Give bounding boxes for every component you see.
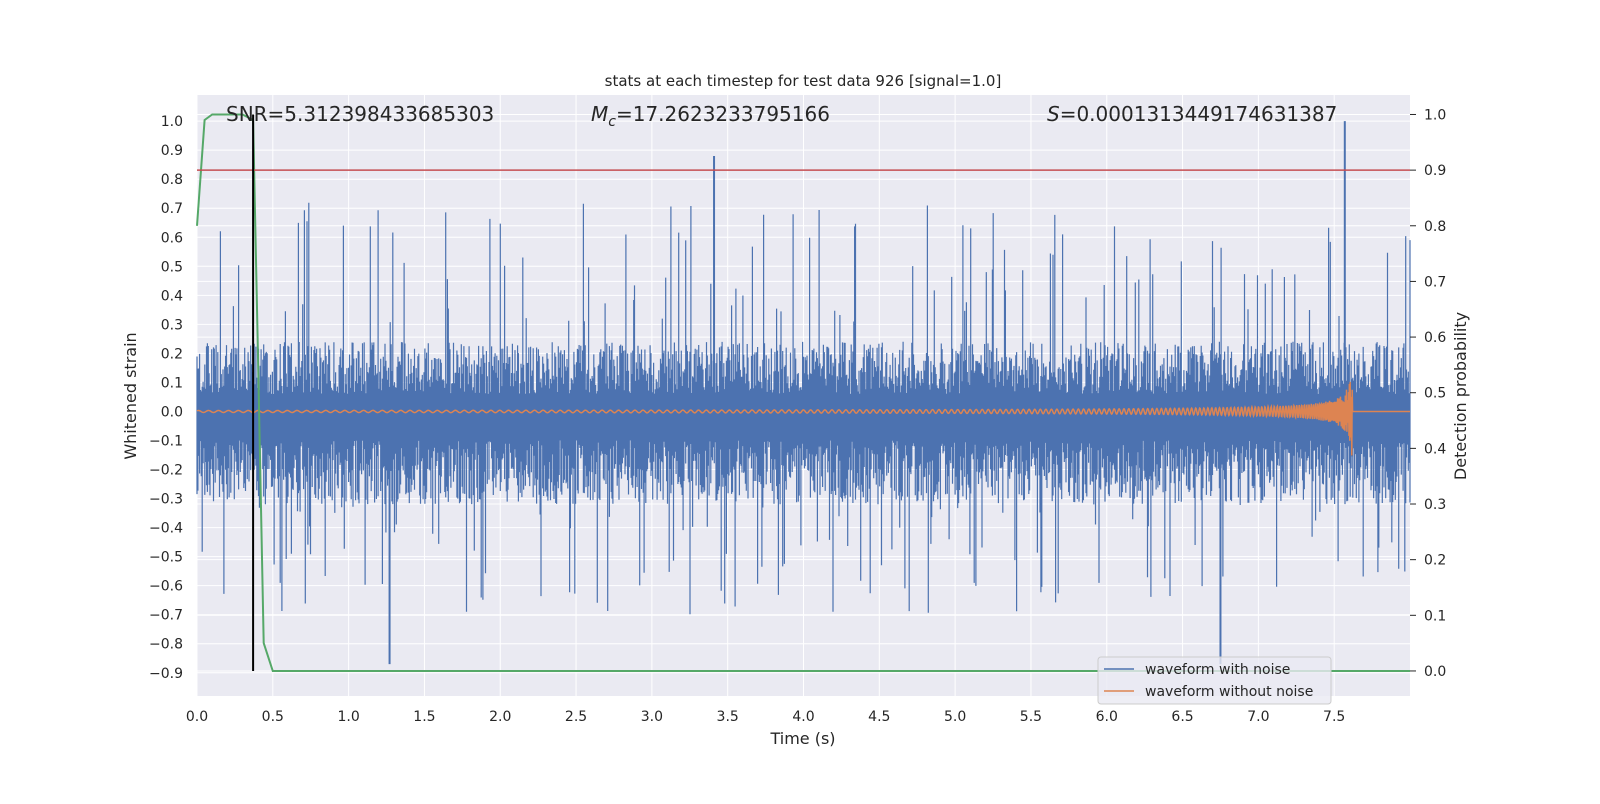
series-layer <box>196 113 1411 672</box>
y2-tick-label: 0.6 <box>1424 330 1446 346</box>
x-axis-label: Time (s) <box>769 729 835 748</box>
legend-label-clean: waveform without noise <box>1145 684 1313 700</box>
x-tick-label: 2.0 <box>489 709 511 725</box>
y2-tick-label: 1.0 <box>1424 107 1446 123</box>
mc-annotation: Mc=17.2623233795166 <box>591 102 830 130</box>
y-tick-label: −0.2 <box>149 463 183 479</box>
y-tick-label: −0.6 <box>149 579 183 595</box>
y-tick-label: 0.1 <box>161 375 183 391</box>
y-tick-label: −0.4 <box>149 521 183 537</box>
x-tick-label: 5.5 <box>1020 709 1042 725</box>
axes-layer: 0.0 0.5 1.0 1.5 2.0 2.5 3.0 3.5 4.0 4.5 5.0 5.5 6.0 6… <box>149 107 1446 725</box>
y-tick-label: 0.5 <box>161 259 183 275</box>
detection-probability-line <box>196 113 1410 672</box>
x-tick-label: 1.0 <box>337 709 359 725</box>
x-tick-label: 6.0 <box>1096 709 1118 725</box>
mc-symbol: M <box>591 102 608 126</box>
s-value: =0.0001313449174631387 <box>1060 102 1338 126</box>
y-tick-label: 0.6 <box>161 230 183 246</box>
y-tick-label: −0.9 <box>149 666 183 682</box>
y-tick-label: −0.7 <box>149 608 183 624</box>
y-tick-label: −0.5 <box>149 550 183 566</box>
mc-subscript: c <box>608 114 616 130</box>
x-tick-label: 4.0 <box>792 709 814 725</box>
y-tick-label: −0.8 <box>149 637 183 653</box>
y-tick-label: 0.3 <box>161 317 183 333</box>
x-tick-label: 7.0 <box>1247 709 1269 725</box>
y2-tick-label: 0.7 <box>1424 274 1446 290</box>
x-tick-label: 6.5 <box>1171 709 1193 725</box>
x-tick-label: 3.0 <box>641 709 663 725</box>
y-tick-label: 0.8 <box>161 172 183 188</box>
y-tick-label: −0.3 <box>149 492 183 508</box>
x-tick-label: 5.0 <box>944 709 966 725</box>
y2-tick-label: 0.3 <box>1424 497 1446 513</box>
y-tick-label: 0.0 <box>161 404 183 420</box>
y2-tick-label: 0.4 <box>1424 441 1446 457</box>
snr-annotation: SNR=5.312398433685303 <box>226 102 494 126</box>
y2-tick-label: 0.1 <box>1424 608 1446 624</box>
y-tick-label: −0.1 <box>149 434 183 450</box>
y-tick-label: 0.2 <box>161 346 183 362</box>
s-annotation: S=0.0001313449174631387 <box>1047 102 1337 126</box>
x-tick-label: 4.5 <box>868 709 890 725</box>
s-symbol: S <box>1047 102 1060 126</box>
mc-value: =17.2623233795166 <box>616 102 830 126</box>
x-tick-label: 1.5 <box>413 709 435 725</box>
legend-box <box>1097 656 1332 705</box>
x-tick-label: 0.0 <box>186 709 208 725</box>
y2-axis-label: Detection probability <box>1451 312 1470 480</box>
y-tick-label: 0.4 <box>161 288 183 304</box>
y-tick-label: 1.0 <box>161 114 183 130</box>
x-tick-label: 2.5 <box>565 709 587 725</box>
y-axis-label: Whitened strain <box>121 332 140 459</box>
y-tick-label: 0.9 <box>161 143 183 159</box>
x-tick-label: 7.5 <box>1323 709 1345 725</box>
clean-waveform-line <box>196 381 1410 456</box>
y2-tick-label: 0.5 <box>1424 386 1446 402</box>
legend: waveform with noise waveform without noi… <box>1097 656 1332 705</box>
y2-tick-label: 0.9 <box>1424 163 1446 179</box>
y2-tick-label: 0.0 <box>1424 664 1446 680</box>
y2-tick-label: 0.2 <box>1424 553 1446 569</box>
y-tick-label: 0.7 <box>161 201 183 217</box>
y2-tick-label: 0.8 <box>1424 219 1446 235</box>
x-tick-label: 0.5 <box>262 709 284 725</box>
x-tick-label: 3.5 <box>717 709 739 725</box>
legend-label-noise: waveform with noise <box>1145 662 1290 678</box>
chart-title: stats at each timestep for test data 926… <box>605 72 1002 90</box>
